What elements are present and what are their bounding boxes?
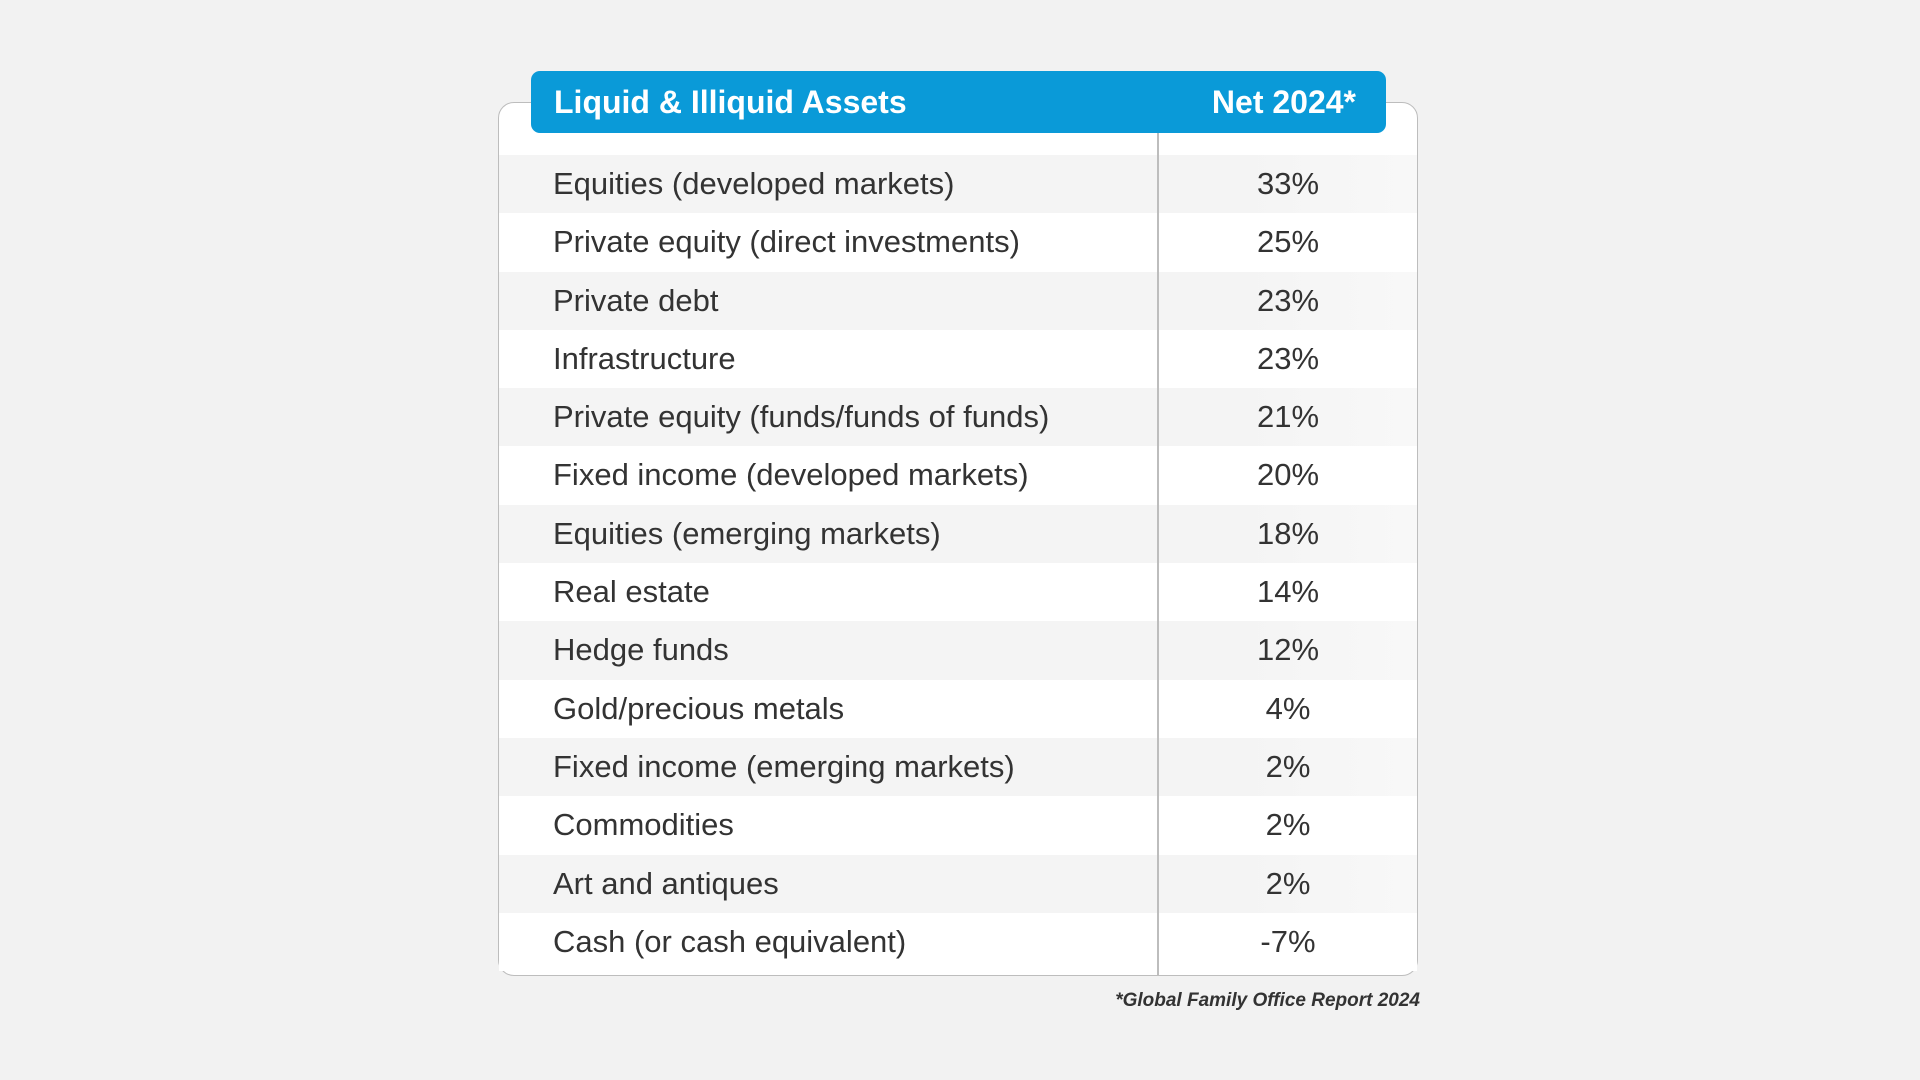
row-label: Private equity (direct investments) [553, 224, 1020, 260]
row-label: Commodities [553, 807, 734, 843]
table-body: Equities (developed markets) 33% Private… [499, 155, 1417, 972]
table-row: Private debt 23% [499, 271, 1417, 330]
row-value: 4% [1265, 690, 1311, 726]
row-value: -7% [1260, 923, 1316, 959]
row-value: 12% [1256, 632, 1320, 668]
row-label: Fixed income (emerging markets) [553, 748, 1015, 784]
column-divider [1157, 133, 1159, 976]
table-row: Real estate 14% [499, 563, 1417, 622]
row-value: 2% [1265, 807, 1311, 843]
row-label: Equities (emerging markets) [553, 515, 941, 551]
row-value: 2% [1265, 865, 1311, 901]
table-row: Hedge funds 12% [499, 621, 1417, 680]
header-label: Liquid & Illiquid Assets [554, 84, 907, 120]
table-row: Art and antiques 2% [499, 854, 1417, 913]
table-row: Equities (developed markets) 33% [499, 155, 1417, 214]
table-row: Private equity (direct investments) 25% [499, 213, 1417, 272]
row-value: 18% [1256, 515, 1320, 551]
row-value: 20% [1256, 457, 1320, 493]
table-row: Fixed income (emerging markets) 2% [499, 737, 1417, 797]
header-value: Net 2024* [1211, 84, 1356, 120]
row-value: 2% [1265, 748, 1311, 784]
row-value: 33% [1256, 166, 1320, 201]
table-row: Commodities 2% [499, 796, 1417, 855]
row-label: Art and antiques [553, 865, 779, 901]
row-label: Hedge funds [553, 632, 729, 668]
row-label: Gold/precious metals [553, 690, 845, 726]
row-label: Private debt [553, 282, 719, 318]
row-label: Real estate [553, 574, 710, 610]
table-row: Private equity (funds/funds of funds) 21… [499, 388, 1417, 447]
table-row: Equities (emerging markets) 18% [499, 504, 1417, 564]
table-header: Liquid & Illiquid Assets Net 2024* [531, 71, 1386, 133]
table-row: Fixed income (developed markets) 20% [499, 446, 1417, 505]
table-row: Infrastructure 23% [499, 329, 1417, 389]
row-label: Private equity (funds/funds of funds) [553, 399, 1050, 435]
row-label: Cash (or cash equivalent) [553, 923, 907, 959]
row-value: 14% [1256, 574, 1320, 610]
row-label: Equities (developed markets) [553, 166, 955, 201]
row-value: 23% [1256, 282, 1320, 318]
source-footnote: *Global Family Office Report 2024 [1115, 990, 1420, 1011]
row-value: 21% [1256, 399, 1320, 435]
table-row: Cash (or cash equivalent) -7% [499, 912, 1417, 972]
row-value: 23% [1256, 340, 1320, 376]
row-label: Fixed income (developed markets) [553, 457, 1029, 493]
row-value: 25% [1256, 224, 1320, 260]
row-label: Infrastructure [553, 340, 736, 376]
table-row: Gold/precious metals 4% [499, 679, 1417, 738]
